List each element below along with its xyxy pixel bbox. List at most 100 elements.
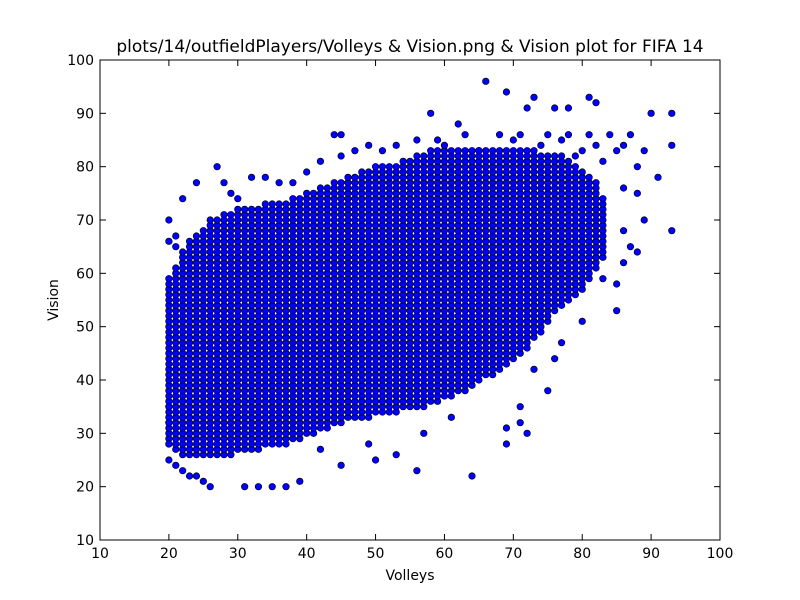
x-tick-label: 100 (707, 546, 734, 562)
data-point (351, 173, 359, 181)
data-point (165, 237, 173, 245)
data-point (337, 461, 345, 469)
data-point (165, 403, 173, 411)
data-point (371, 163, 380, 171)
data-point (234, 195, 242, 203)
data-point (516, 403, 524, 411)
data-point (530, 93, 538, 101)
data-point (165, 456, 173, 464)
data-point (365, 141, 373, 149)
data-point (185, 237, 194, 245)
data-point (199, 227, 207, 235)
y-tick-label: 80 (76, 160, 94, 176)
data-point (179, 248, 187, 256)
data-point (551, 152, 559, 160)
data-point (619, 259, 628, 267)
data-point (206, 216, 214, 224)
data-point (296, 195, 304, 203)
data-point (213, 163, 221, 171)
y-tick-label: 20 (76, 480, 94, 496)
data-point (330, 131, 338, 139)
data-point (268, 483, 276, 491)
data-point (241, 483, 249, 491)
data-point (537, 152, 545, 160)
data-point (406, 157, 414, 165)
data-point (365, 168, 373, 176)
data-point (192, 232, 201, 240)
data-point (537, 141, 545, 149)
data-point (599, 275, 607, 283)
data-point (344, 173, 352, 181)
data-point (337, 152, 345, 160)
data-point (420, 152, 428, 160)
y-tick-label: 90 (76, 106, 94, 122)
data-point (392, 451, 400, 459)
x-tick-label: 60 (436, 546, 454, 562)
data-point (613, 307, 621, 315)
data-point (165, 216, 173, 224)
data-point (420, 429, 428, 437)
data-point (647, 109, 655, 117)
data-point (544, 152, 552, 160)
data-point (482, 147, 490, 155)
chart-title: plots/14/outfieldPlayers/Volleys & Visio… (116, 37, 703, 57)
data-point (378, 163, 387, 171)
data-point (585, 93, 593, 101)
data-point (502, 147, 511, 155)
data-point (254, 483, 263, 491)
data-point (247, 205, 256, 213)
data-point (571, 163, 579, 171)
data-point (192, 472, 201, 480)
data-point (495, 131, 504, 139)
data-point (599, 195, 607, 203)
data-point (668, 109, 676, 117)
data-point (172, 264, 180, 272)
data-point (557, 136, 566, 144)
data-point (578, 168, 586, 176)
data-point (523, 104, 531, 112)
data-point (599, 157, 607, 165)
data-point (179, 467, 187, 475)
data-point (516, 419, 524, 427)
data-point (447, 413, 455, 421)
data-point (303, 168, 311, 176)
data-point (358, 168, 366, 176)
data-point (606, 131, 614, 139)
data-point (399, 157, 407, 165)
data-point (640, 147, 648, 155)
data-point (316, 184, 325, 192)
y-tick-label: 60 (76, 266, 94, 282)
data-point (275, 200, 283, 208)
data-point (433, 136, 442, 144)
data-point (523, 429, 531, 437)
data-point (261, 173, 269, 181)
data-point (523, 147, 531, 155)
x-tick-label: 80 (573, 546, 591, 562)
scatter-points (165, 77, 676, 491)
data-point (557, 152, 566, 160)
data-point (413, 467, 421, 475)
data-point (626, 131, 635, 139)
data-point (206, 483, 214, 491)
data-point (571, 152, 579, 160)
data-point (633, 163, 641, 171)
data-point (427, 109, 435, 117)
data-point (619, 141, 628, 149)
data-point (227, 211, 235, 219)
x-tick-label: 20 (160, 546, 178, 562)
data-point (199, 477, 207, 485)
data-point (544, 131, 552, 139)
data-point (330, 179, 338, 187)
y-tick-label: 50 (76, 320, 94, 336)
data-point (619, 227, 628, 235)
y-tick-label: 10 (76, 533, 94, 549)
data-point (530, 365, 538, 373)
data-point (254, 205, 263, 213)
data-point (551, 104, 559, 112)
data-point (261, 200, 269, 208)
data-point (172, 461, 180, 469)
data-point (482, 77, 490, 85)
data-point (585, 131, 593, 139)
data-point (316, 157, 325, 165)
data-point (413, 136, 421, 144)
